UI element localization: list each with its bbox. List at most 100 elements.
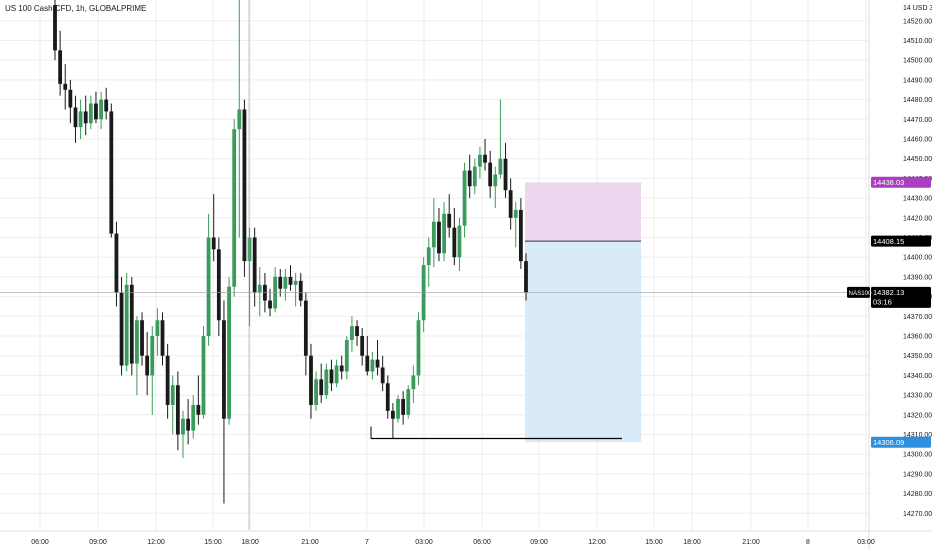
candle-body	[83, 111, 88, 124]
candle-body	[457, 225, 462, 258]
chart-overlays	[0, 0, 868, 530]
price-tick-label: 14270.00	[903, 511, 932, 518]
price-tick-label: 14400.00	[903, 255, 932, 262]
badge-background	[871, 176, 931, 188]
symbol-tag: NAS100	[847, 286, 872, 298]
price-tick-label: 14450.00	[903, 156, 932, 163]
candle-body	[344, 339, 349, 372]
candle-body	[283, 276, 288, 289]
time-tick-label: 7	[365, 539, 369, 546]
candle-body	[104, 99, 109, 112]
bearish-candle	[109, 103, 114, 238]
candle-body	[350, 326, 354, 340]
candle-body	[508, 190, 513, 218]
price-tick-label: 14520.00	[903, 18, 932, 25]
candle-body	[186, 418, 191, 431]
candle-body	[314, 379, 318, 405]
bullish-candle	[206, 213, 211, 346]
bearish-candle	[216, 237, 221, 336]
candle-body	[309, 355, 313, 405]
price-tick-label: 14300.00	[903, 452, 932, 459]
bearish-candle	[518, 198, 523, 270]
bearish-candle	[129, 276, 134, 376]
bullish-candle	[191, 395, 196, 439]
bearish-candle	[365, 336, 370, 376]
bearish-candle	[68, 79, 73, 124]
bullish-candle	[124, 272, 129, 372]
bearish-candle	[452, 207, 457, 266]
candle-body	[355, 326, 359, 336]
symbol-title: US 100 Cash CFD, 1h, GLOBALPRIME	[5, 4, 147, 13]
bullish-candle	[350, 316, 354, 352]
price-tick-label: 14510.00	[903, 38, 932, 45]
candle-body	[191, 404, 196, 431]
candle-body	[165, 355, 170, 405]
price-axis[interactable]: 14 USD 30 14520.00 14510.00 14500.00 14490.0…	[868, 0, 932, 550]
price-axis-top-label: 14 USD 30	[903, 5, 932, 12]
candle-body	[380, 367, 385, 384]
bullish-candle	[99, 91, 103, 130]
candle-body	[206, 237, 211, 336]
bearish-candle	[83, 95, 88, 136]
candle-body	[416, 320, 421, 376]
candle-body	[303, 300, 308, 356]
time-tick-label: 18:00	[683, 539, 701, 546]
bullish-candle	[513, 202, 518, 248]
bearish-candle	[222, 300, 226, 504]
time-tick-label: 21:00	[742, 539, 760, 546]
time-tick-label: 09:00	[530, 539, 548, 546]
candle-body	[401, 399, 406, 415]
bearish-candle	[175, 371, 180, 451]
badge-label: 14438.03	[873, 178, 904, 187]
candle-body	[483, 154, 487, 163]
bearish-candle	[268, 288, 272, 317]
bar-countdown-label: 03:16	[873, 297, 892, 306]
stop-price-badge: 14306.09	[871, 436, 931, 448]
price-tick-label: 14340.00	[903, 373, 932, 380]
time-axis[interactable]: 06:00 09:00 12:00 15:00 18:00 21:00 7 03:00 06:0…	[0, 530, 932, 546]
bearish-candle	[447, 194, 452, 238]
candle-body	[488, 162, 493, 187]
bullish-candle	[283, 269, 288, 301]
bullish-candle	[370, 351, 375, 380]
candle-body	[150, 336, 155, 376]
candle-body	[99, 99, 103, 120]
bullish-candle	[181, 410, 185, 459]
bullish-candle	[334, 359, 339, 388]
candle-body	[365, 355, 370, 372]
bearish-candle	[119, 276, 124, 376]
bearish-candle	[303, 292, 308, 376]
bullish-candle	[232, 119, 237, 297]
badge-label: 14408.15	[873, 237, 904, 246]
stop-loss-zone[interactable]	[525, 241, 641, 443]
price-tick-label: 14390.00	[903, 274, 932, 281]
bullish-candle	[237, 0, 242, 238]
candle-body	[211, 237, 216, 250]
bullish-candle	[396, 395, 400, 423]
candle-body	[334, 365, 339, 384]
candle-body	[227, 286, 231, 419]
entry-price-badge: 14408.15	[871, 235, 931, 247]
bearish-candle	[211, 194, 216, 262]
current-price-label: 14382.13	[873, 288, 904, 297]
bearish-candle	[375, 339, 380, 376]
time-tick-label: 03:00	[415, 539, 433, 546]
bullish-candle	[421, 257, 426, 333]
candle-body	[452, 227, 457, 258]
bullish-candle	[293, 272, 298, 307]
bullish-candle	[227, 276, 231, 425]
price-tick-label: 14310.00	[903, 432, 932, 439]
price-tick-label: 14330.00	[903, 393, 932, 400]
bullish-candle	[472, 158, 477, 195]
profit-target-zone[interactable]	[525, 182, 641, 242]
candle-body	[78, 111, 83, 128]
time-tick-label: 8	[806, 539, 810, 546]
position-zones[interactable]	[525, 182, 641, 443]
candle-body	[237, 109, 242, 130]
bearish-candle	[94, 91, 98, 124]
candle-body	[360, 336, 365, 356]
symbol-legend[interactable]: US 100 Cash CFD, 1h, GLOBALPRIME	[5, 4, 146, 13]
candle-body	[140, 320, 144, 356]
bullish-candle	[442, 202, 446, 262]
